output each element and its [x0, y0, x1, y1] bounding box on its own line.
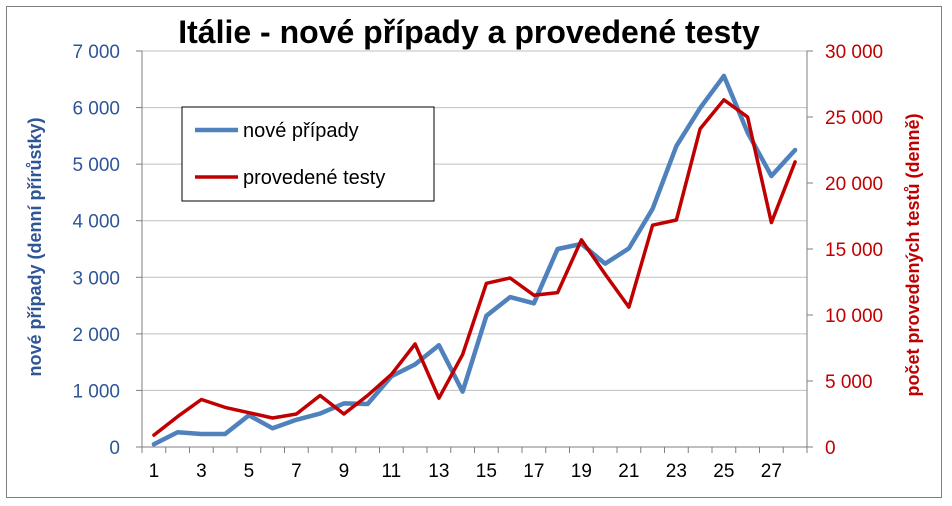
right-tick-label: 20 000: [825, 174, 883, 195]
x-tick-label: 19: [571, 461, 592, 482]
left-axis-label: nové případy (denní přírůstky): [25, 117, 45, 376]
x-tick-label: 9: [339, 461, 350, 482]
chart-frame: Itálie - nové případy a provedené testy …: [6, 6, 942, 498]
x-tick-label: 25: [713, 461, 734, 482]
series-line-nove-pripady: [151, 73, 798, 447]
legend: nové případy provedené testy: [181, 106, 435, 202]
right-axis-ticks: 0 5 000 10 000 15 000 20 000 25 000 30 000: [807, 42, 883, 459]
series-lines: [151, 73, 798, 447]
series-line-provedene-testy: [152, 98, 797, 437]
left-tick-label: 2 000: [72, 325, 120, 346]
left-axis-ticks: 0 1 000 2 000 3 000 4 000 5 000 6 000 7 000: [72, 42, 142, 459]
left-tick-label: 4 000: [72, 212, 120, 233]
legend-label-provedene-testy: provedené testy: [243, 167, 385, 189]
x-tick-label: 7: [291, 461, 302, 482]
right-tick-label: 0: [825, 438, 836, 459]
x-tick-label: 13: [428, 461, 449, 482]
left-tick-label: 7 000: [72, 42, 120, 63]
x-tick-label: 1: [149, 461, 160, 482]
right-tick-label: 15 000: [825, 240, 883, 261]
x-tick-label: 23: [666, 461, 687, 482]
left-tick-label: 1 000: [72, 381, 120, 402]
x-tick-label: 27: [761, 461, 782, 482]
right-tick-label: 5 000: [825, 372, 873, 393]
legend-box: [181, 106, 435, 202]
right-tick-label: 10 000: [825, 306, 883, 327]
x-tick-label: 21: [618, 461, 639, 482]
x-tick-label: 3: [196, 461, 207, 482]
x-tick-label: 5: [244, 461, 255, 482]
x-axis-ticks: 1 3 5 7 9 11 13 15 17 19 21 23 25 27: [141, 447, 808, 482]
x-tick-label: 17: [523, 461, 544, 482]
line-chart: Itálie - nové případy a provedené testy …: [25, 14, 923, 482]
right-axis-label: počet provedených testů (denně): [903, 113, 923, 396]
left-tick-label: 0: [109, 438, 120, 459]
right-tick-label: 25 000: [825, 108, 883, 129]
chart-title: Itálie - nové případy a provedené testy: [178, 14, 760, 50]
left-tick-label: 3 000: [72, 268, 120, 289]
legend-label-nove-pripady: nové případy: [243, 120, 359, 142]
left-tick-label: 5 000: [72, 155, 120, 176]
x-tick-label: 11: [382, 461, 402, 482]
x-tick-label: 15: [476, 461, 497, 482]
right-tick-label: 30 000: [825, 42, 883, 63]
left-tick-label: 6 000: [72, 99, 120, 120]
